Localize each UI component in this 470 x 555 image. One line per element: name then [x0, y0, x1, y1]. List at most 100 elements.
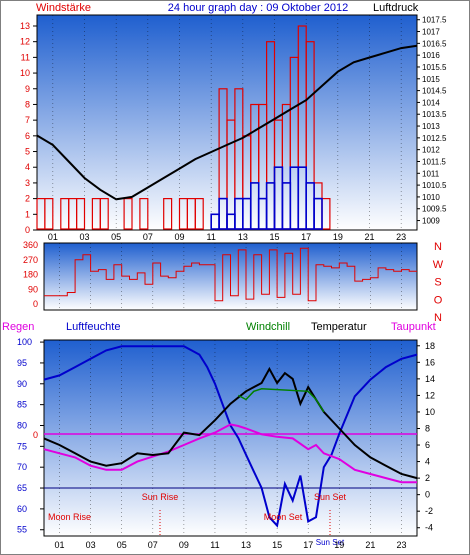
temperature-panel-grid: [59, 340, 402, 536]
temperature-tick-label: -4: [425, 523, 433, 533]
temperature-tick-label: 0: [425, 490, 430, 500]
mean-wind-bars: [210, 166, 323, 230]
temperature-time-label: 19: [334, 540, 344, 550]
wind-time-label: 23: [396, 232, 406, 242]
humidity-tick-label: 90: [17, 379, 27, 389]
temperature-tick-label: 2: [425, 473, 430, 483]
wind-tick-label: 2: [25, 194, 30, 204]
temperature-time-label: 17: [303, 540, 313, 550]
humidity-tick-label: 75: [17, 441, 27, 451]
pressure-tick-label: 1009.5: [422, 205, 447, 214]
pressure-tick-label: 1011: [422, 169, 440, 178]
wind-axis-title: Windstärke: [36, 2, 91, 14]
wind-time-label: 17: [301, 232, 311, 242]
temperature-panel-background: [43, 339, 418, 537]
temperature-tick-label: 4: [425, 457, 430, 467]
pressure-tick-label: 1016: [422, 51, 440, 60]
gust-bar: [163, 198, 173, 230]
windchill-line: [237, 388, 325, 413]
temperature-line: [43, 366, 418, 480]
wind-tick-label: 5: [25, 147, 30, 157]
humidity-tick-label: 95: [17, 358, 27, 368]
wind-tick-label: 1: [25, 209, 30, 219]
temperature-tick-label: 8: [425, 423, 430, 433]
compass-label: N: [434, 241, 442, 253]
wind-tick-label: 7: [25, 115, 30, 125]
direction-tick-label: 360: [23, 240, 38, 250]
gust-bar: [194, 198, 204, 230]
compass-label: S: [434, 277, 441, 289]
temperature-tick-label: 18: [425, 341, 435, 351]
humidity-tick-label: 60: [17, 504, 27, 514]
humidity-tick-label: 55: [17, 525, 27, 535]
temperature-tick-label: 10: [425, 407, 435, 417]
humidity-tick-label: 85: [17, 400, 27, 410]
moon-rise-label: Moon Rise: [48, 512, 91, 522]
temperature-tick-label: 12: [425, 390, 435, 400]
sun-rise-label: Sun Rise: [142, 492, 179, 502]
temperature-time-label: 07: [148, 540, 158, 550]
wind-tick-label: 12: [20, 37, 30, 47]
temperature-time-label: 03: [86, 540, 96, 550]
wind-tick-label: 13: [20, 21, 30, 31]
wind-tick-label: 11: [21, 52, 30, 62]
humidity-line: [43, 345, 418, 528]
temperature-time-label: 13: [241, 540, 251, 550]
direction-tick-label: 90: [28, 284, 38, 294]
legend-item: Taupunkt: [391, 321, 436, 333]
direction-tick-label: 180: [23, 270, 38, 280]
temperature-time-label: 21: [365, 540, 375, 550]
legend-item: Luftfeuchte: [66, 321, 120, 333]
rain-zero-label: 0: [33, 430, 38, 440]
wind-time-label: 01: [48, 232, 58, 242]
temperature-tick-label: -2: [425, 506, 433, 516]
wind-time-label: 09: [174, 232, 184, 242]
wind-tick-label: 0: [25, 225, 30, 235]
legend: Regen Luftfeuchte Windchill Temperatur Taupu…: [2, 321, 436, 333]
pressure-line: [36, 44, 418, 201]
wind-time-label: 13: [238, 232, 248, 242]
wind-time-label: 15: [269, 232, 279, 242]
wind-tick-label: 4: [25, 162, 30, 172]
compass-label: O: [434, 294, 443, 306]
pressure-tick-label: 1015.5: [422, 63, 447, 72]
direction-axis-ticks: 0 90 180 270 360: [23, 240, 38, 309]
gust-bar: [44, 198, 54, 230]
sun-set-axis-label: Sun Set: [316, 538, 345, 547]
pressure-axis-title: Luftdruck: [373, 2, 419, 14]
pressure-tick-label: 1016.5: [422, 39, 447, 48]
wind-time-label: 11: [206, 232, 215, 242]
pressure-tick-label: 1013.5: [422, 110, 447, 119]
chart-title: 24 hour graph day : 09 Oktober 2012: [168, 2, 348, 14]
compass-label: W: [433, 259, 444, 271]
sun-set-label: Sun Set: [314, 492, 347, 502]
legend-item: Temperatur: [311, 321, 367, 333]
temperature-time-label: 11: [210, 540, 219, 550]
pressure-tick-label: 1015: [422, 75, 440, 84]
pressure-tick-label: 1009: [422, 217, 440, 226]
gust-bar: [123, 198, 133, 230]
temperature-time-label: 23: [396, 540, 406, 550]
mean-wind-bar: [313, 197, 323, 230]
wind-tick-label: 8: [25, 99, 30, 109]
humidity-tick-label: 65: [17, 483, 27, 493]
direction-tick-label: 0: [33, 299, 38, 309]
pressure-tick-label: 1010.5: [422, 181, 447, 190]
wind-time-label: 03: [79, 232, 89, 242]
wind-time-ticks: 01 03 05 07 09 11 13 15 17 19 21 23: [48, 232, 406, 242]
gust-bar: [75, 198, 86, 230]
legend-item: Windchill: [246, 321, 290, 333]
pressure-tick-label: 1014.5: [422, 87, 447, 96]
humidity-axis-ticks: 55 60 65 70 75 80 85 90 95 100: [17, 337, 44, 535]
humidity-tick-label: 80: [17, 420, 27, 430]
direction-line: [44, 247, 417, 302]
wind-tick-label: 3: [25, 178, 30, 188]
temperature-time-label: 05: [117, 540, 127, 550]
pressure-tick-label: 1012.5: [422, 134, 447, 143]
temperature-time-label: 01: [55, 540, 65, 550]
gust-bar: [139, 198, 149, 230]
